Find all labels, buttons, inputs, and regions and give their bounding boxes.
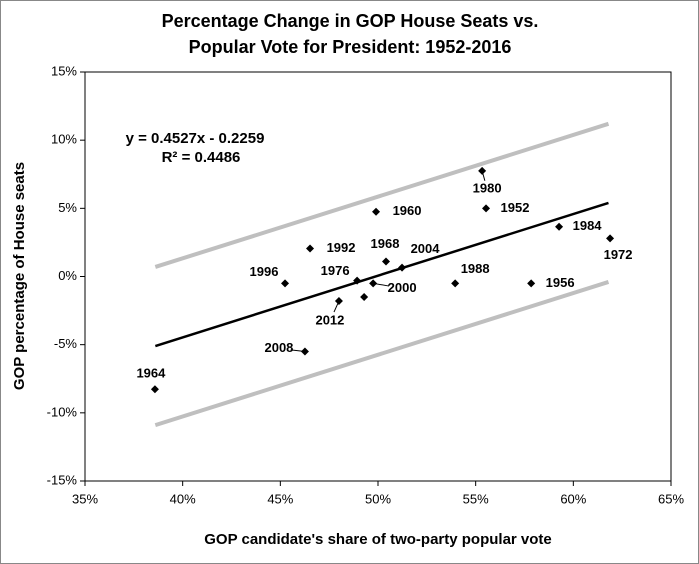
point-label: 2012 xyxy=(315,312,344,327)
leader-line xyxy=(290,349,306,352)
x-tick-label: 60% xyxy=(560,491,586,506)
point xyxy=(306,244,315,253)
point-label: 2000 xyxy=(388,280,417,295)
point xyxy=(353,276,362,285)
point-label: 2004 xyxy=(411,241,441,256)
x-axis-label: GOP candidate's share of two-party popul… xyxy=(204,531,552,548)
band-line xyxy=(154,280,610,428)
x-tick-label: 65% xyxy=(658,491,684,506)
point xyxy=(398,263,407,272)
r-squared: R² = 0.4486 xyxy=(162,149,241,166)
band-line xyxy=(154,121,610,269)
y-tick-label: -5% xyxy=(54,336,78,351)
point xyxy=(606,234,615,243)
point-label: 2008 xyxy=(264,340,293,355)
point-label: 1992 xyxy=(327,240,356,255)
point-label: 1984 xyxy=(573,218,603,233)
y-tick-label: 10% xyxy=(51,132,77,147)
x-tick-label: 35% xyxy=(72,491,98,506)
y-tick-label: 5% xyxy=(58,200,77,215)
point-label: 1968 xyxy=(371,236,400,251)
point xyxy=(555,222,564,231)
point-label: 1960 xyxy=(393,203,422,218)
x-tick-label: 55% xyxy=(463,491,489,506)
leader-line xyxy=(333,300,340,313)
chart-title: Percentage Change in GOP House Seats vs. xyxy=(162,11,539,31)
point-label: 1980 xyxy=(473,180,502,195)
point-label: 1956 xyxy=(546,275,575,290)
leader-line xyxy=(481,170,486,181)
point-label: 1972 xyxy=(604,247,633,262)
point-label: 1952 xyxy=(501,200,530,215)
point-label: 1996 xyxy=(250,264,279,279)
y-tick-label: 0% xyxy=(58,268,77,283)
y-tick-label: -10% xyxy=(47,404,78,419)
y-axis-label: GOP percentage of House seats xyxy=(11,162,28,390)
point xyxy=(482,204,491,213)
point xyxy=(150,385,159,394)
point xyxy=(382,257,391,266)
x-tick-label: 50% xyxy=(365,491,391,506)
point xyxy=(360,292,369,301)
trend-line xyxy=(154,201,609,348)
equation: y = 0.4527x - 0.2259 xyxy=(126,130,265,147)
point xyxy=(527,279,536,288)
y-tick-label: -15% xyxy=(47,472,78,487)
x-tick-label: 40% xyxy=(170,491,196,506)
leader-line xyxy=(373,282,390,287)
point-label: 1988 xyxy=(461,261,490,276)
point xyxy=(281,279,290,288)
point xyxy=(372,207,381,216)
point-label: 1964 xyxy=(136,366,166,381)
point xyxy=(451,279,460,288)
point-label: 1976 xyxy=(321,263,350,278)
chart-title: Popular Vote for President: 1952-2016 xyxy=(189,37,512,57)
y-tick-label: 15% xyxy=(51,63,77,78)
x-tick-label: 45% xyxy=(267,491,293,506)
